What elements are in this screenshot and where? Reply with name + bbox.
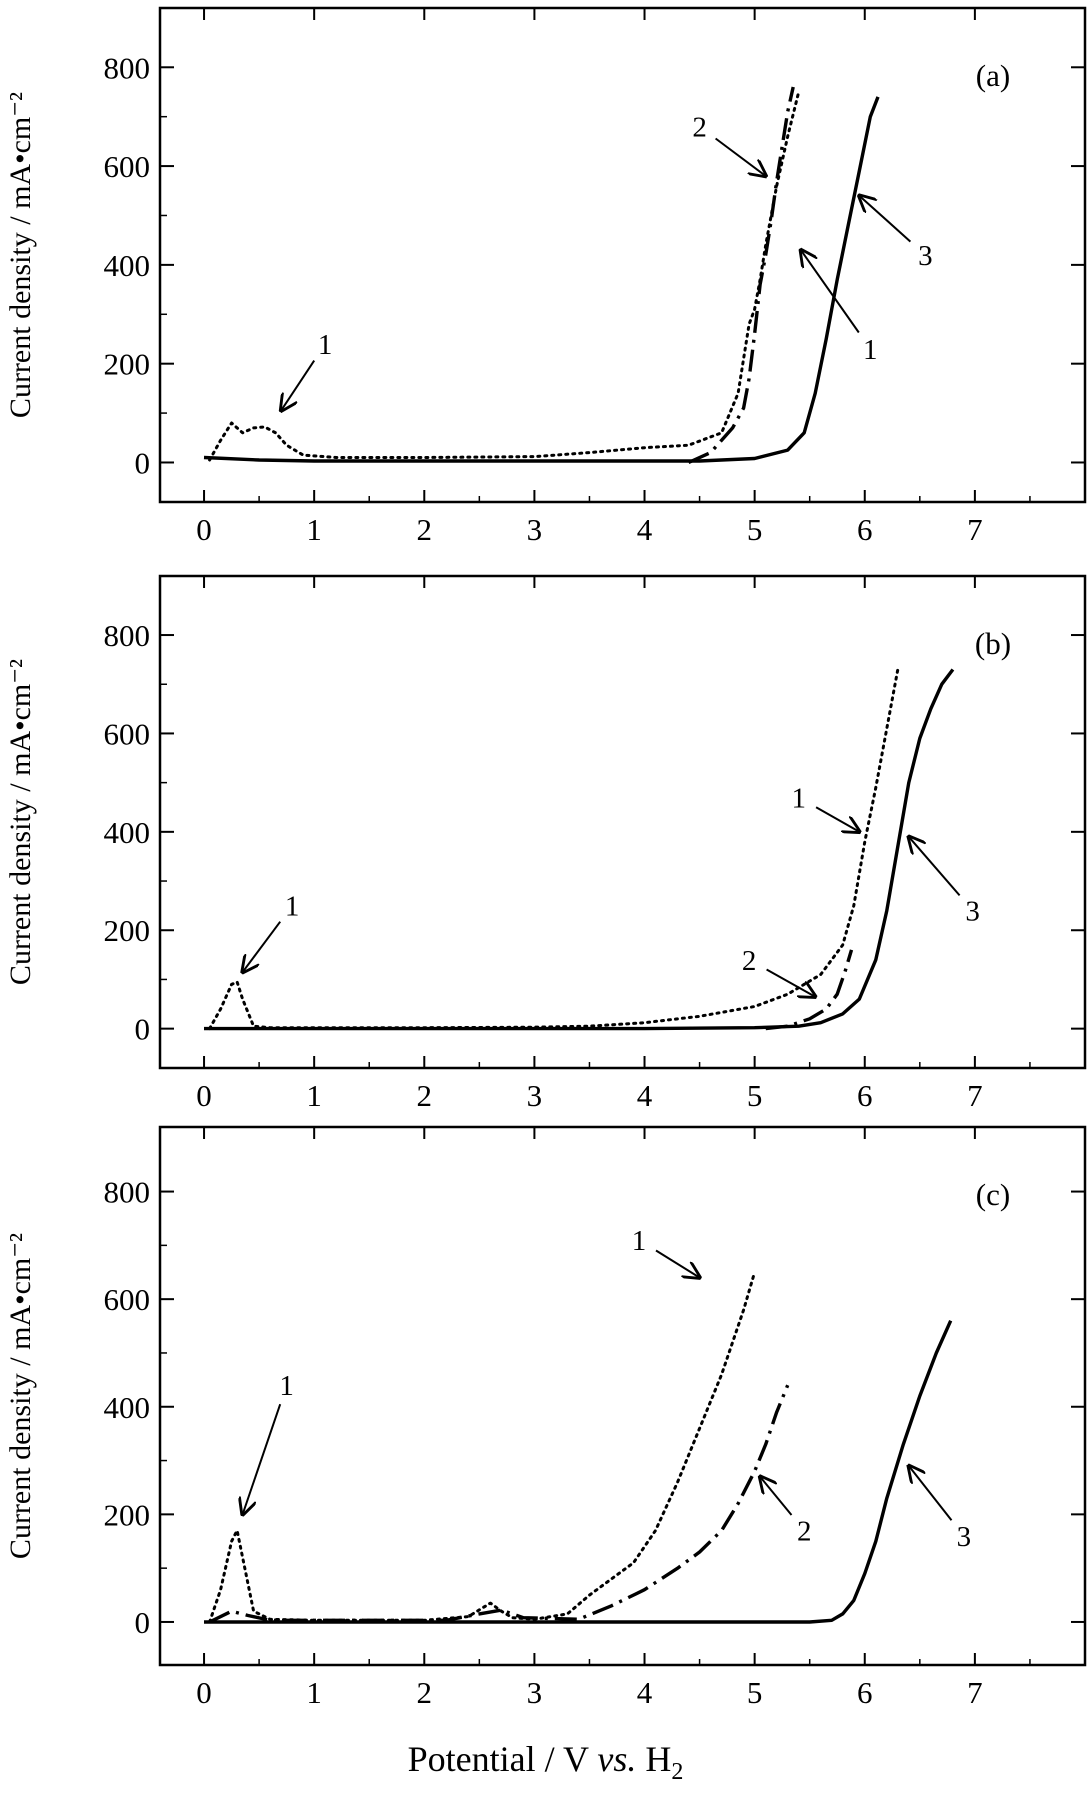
annotation-arrow (715, 137, 766, 177)
x-tick-label: 3 (527, 1078, 543, 1113)
y-axis-label: Current density / mA•cm⁻² (4, 1233, 37, 1559)
curve-annotation-label: 3 (957, 1521, 972, 1553)
y-tick-label: 600 (104, 149, 151, 184)
series-2-line (687, 86, 795, 465)
y-tick-label: 400 (104, 1390, 151, 1425)
x-tick-label: 5 (747, 512, 763, 547)
annotation-arrow (801, 250, 860, 334)
x-tick-label: 1 (306, 512, 322, 547)
plot-frame (158, 1125, 1087, 1667)
x-tick-label: 4 (637, 1078, 653, 1113)
annotation-arrow (766, 968, 816, 997)
x-tick-label: 7 (967, 1675, 983, 1710)
series-3-line (203, 96, 880, 463)
x-tick-label: 4 (637, 1675, 653, 1710)
x-tick-label: 7 (967, 512, 983, 547)
series-2-line (208, 1384, 790, 1624)
y-tick-label: 200 (104, 1497, 151, 1532)
plot-frame (158, 574, 1087, 1070)
x-tick-label: 6 (857, 1675, 873, 1710)
x-tick-label: 5 (747, 1078, 763, 1113)
x-tick-label: 7 (967, 1078, 983, 1113)
series-1-line (208, 668, 900, 1031)
y-tick-label: 800 (104, 618, 151, 653)
panel-a: 0 1 2 3 4 5 6 7 0 200 400 600 800 Current density / m… (4, 6, 1087, 547)
x-tick-label: 6 (857, 1078, 873, 1113)
curve-annotation-label: 3 (918, 240, 933, 272)
x-tick-label: 1 (306, 1675, 322, 1710)
y-tick-label: 600 (104, 1282, 151, 1317)
x-axis-label: Potential / V vs. H2 (407, 1739, 684, 1786)
x-tick-label: 3 (527, 1675, 543, 1710)
series-1-line (208, 1270, 757, 1624)
x-tick-label: 0 (196, 1675, 212, 1710)
curve-annotation-label: 2 (742, 945, 757, 977)
annotation-arrow (281, 360, 316, 411)
curve-annotation-label: 1 (318, 329, 333, 361)
x-tick-label: 2 (417, 1078, 433, 1113)
curve-annotation-label: 2 (797, 1516, 812, 1548)
annotation-arrow (655, 1249, 700, 1278)
annotation-arrow (815, 806, 859, 832)
panel-label: (c) (976, 1177, 1010, 1212)
panel-label: (a) (976, 58, 1010, 93)
y-tick-label: 0 (135, 1012, 151, 1047)
panel-c: 0 1 2 3 4 5 6 7 0 200 400 600 800 Current density / m… (4, 1125, 1087, 1710)
annotation-arrow (760, 1477, 793, 1516)
panel-label: (b) (975, 626, 1011, 661)
x-tick-label: 0 (196, 1078, 212, 1113)
annotation-arrow (243, 1403, 282, 1514)
y-tick-label: 200 (104, 347, 151, 382)
y-tick-label: 600 (104, 716, 151, 751)
y-tick-label: 400 (104, 248, 151, 283)
curve-annotation-label: 1 (285, 891, 300, 923)
curve-annotation-label: 1 (279, 1370, 294, 1402)
x-tick-label: 5 (747, 1675, 763, 1710)
y-tick-label: 800 (104, 1175, 151, 1210)
panel-b: 0 1 2 3 4 5 6 7 0 200 400 600 800 Current density / m… (4, 574, 1087, 1113)
annotation-arrow (859, 196, 912, 243)
annotation-arrow (909, 837, 961, 897)
curve-annotation-label: 2 (692, 112, 707, 144)
curve-annotation-label: 3 (965, 896, 980, 928)
curve-annotation-label: 1 (791, 782, 806, 814)
annotation-arrow (243, 921, 282, 972)
y-tick-label: 0 (135, 445, 151, 480)
plot-frame (158, 6, 1087, 504)
y-tick-label: 400 (104, 815, 151, 850)
y-axis-label: Current density / mA•cm⁻² (4, 659, 37, 985)
x-tick-label: 4 (637, 512, 653, 547)
x-tick-label: 2 (417, 512, 433, 547)
y-tick-label: 0 (135, 1605, 151, 1640)
x-tick-label: 6 (857, 512, 873, 547)
x-tick-label: 2 (417, 1675, 433, 1710)
curve-annotation-label: 1 (632, 1225, 647, 1257)
annotation-arrow (909, 1466, 953, 1521)
x-tick-label: 0 (196, 512, 212, 547)
series-3-line (204, 668, 955, 1031)
series-3-line (204, 1320, 953, 1624)
y-tick-label: 200 (104, 913, 151, 948)
x-tick-label: 3 (527, 512, 543, 547)
curve-annotation-label: 1 (863, 334, 878, 366)
x-tick-label: 1 (306, 1078, 322, 1113)
series-1-line (208, 90, 801, 462)
y-tick-label: 800 (104, 50, 151, 85)
y-axis-label: Current density / mA•cm⁻² (4, 92, 37, 418)
